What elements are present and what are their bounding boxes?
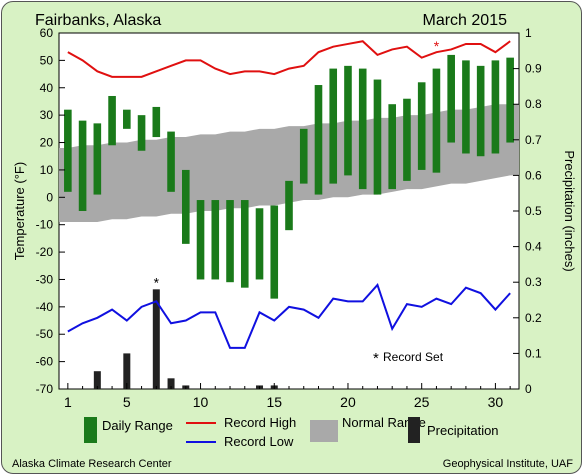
daily-range-bar [108, 95, 116, 146]
daily-range-bar [64, 109, 72, 192]
daily-range-bar [344, 65, 352, 176]
daily-range-bar [270, 205, 279, 299]
y-axis-label: Temperature (°F) [12, 162, 27, 260]
record-set-label: Record Set [383, 350, 444, 364]
record-set-marker: * [373, 350, 379, 367]
y-tick-label: 0 [46, 190, 53, 204]
legend-record-high-label: Record High [224, 415, 296, 430]
daily-range-bar [211, 200, 220, 280]
x-tick-label: 15 [266, 394, 282, 410]
legend-precip-swatch [408, 417, 420, 443]
y2-tick-label: 0.2 [525, 311, 542, 325]
daily-range-bar [181, 169, 190, 244]
daily-range-bar [123, 109, 131, 129]
daily-range-bar [255, 208, 264, 280]
y-tick-label: -10 [36, 218, 54, 232]
record-set-star: * [434, 38, 440, 54]
daily-range-bar [78, 120, 87, 211]
y-tick-label: 50 [40, 53, 54, 67]
daily-range-bar [403, 98, 411, 181]
x-tick-label: 1 [64, 394, 72, 410]
daily-range-bar [476, 65, 485, 157]
daily-range-bar [226, 200, 234, 283]
record-set-star: * [154, 274, 160, 290]
record-low-line [67, 282, 511, 349]
x-tick-label: 30 [488, 394, 504, 410]
daily-range-bar [358, 68, 367, 190]
y2-tick-label: 0.9 [525, 62, 542, 76]
y2-tick-label: 0.7 [525, 133, 542, 147]
chart-location-title: Fairbanks, Alaska [35, 12, 161, 29]
y-tick-label: -50 [36, 327, 54, 341]
y-tick-label: -30 [36, 272, 54, 286]
record-high-line [67, 40, 511, 78]
daily-range-bar [299, 128, 308, 184]
y2-tick-label: 0.4 [525, 240, 542, 254]
daily-range-bar [447, 54, 455, 143]
y2-axis-label: Precipitation (inches) [562, 150, 577, 271]
legend-record-low-label: Record Low [224, 434, 294, 449]
daily-range-bar [152, 106, 161, 138]
daily-range-bar [329, 68, 338, 184]
y-tick-label: -60 [36, 355, 54, 369]
footer-left-credit: Alaska Climate Research Center [12, 458, 172, 470]
chart-period-title: March 2015 [423, 12, 508, 29]
x-tick-label: 20 [340, 394, 356, 410]
y-tick-label: -20 [36, 245, 54, 259]
x-tick-label: 5 [123, 394, 131, 410]
y-tick-label: 60 [40, 26, 54, 40]
y2-tick-label: 1 [525, 26, 532, 40]
daily-range-bar [167, 131, 175, 192]
daily-range-bar [417, 82, 426, 170]
precipitation-bar [123, 353, 131, 389]
daily-range-bar [137, 115, 146, 151]
y2-tick-label: 0.1 [525, 346, 542, 360]
daily-range-bar [388, 104, 397, 190]
legend-normal-swatch [310, 420, 338, 442]
precipitation-bar [93, 371, 101, 389]
y-tick-label: -40 [36, 300, 54, 314]
daily-range-bar [240, 200, 249, 288]
footer-right-credit: Geophysical Institute, UAF [443, 458, 574, 470]
daily-range-layer [64, 54, 514, 299]
x-tick-label: 10 [193, 394, 209, 410]
y-tick-label: 10 [40, 163, 54, 177]
y-tick-label: -70 [36, 382, 54, 396]
daily-range-bar [506, 57, 514, 143]
daily-range-bar [462, 60, 470, 154]
legend-daily-label: Daily Range [102, 418, 173, 433]
x-tick-label: 25 [414, 394, 430, 410]
y2-tick-label: 0.3 [525, 275, 542, 289]
daily-range-bar [432, 68, 441, 173]
precipitation-bar [152, 289, 160, 389]
y2-tick-label: 0.8 [525, 97, 542, 111]
record-lines-layer: ** [67, 38, 511, 349]
daily-range-bar [196, 200, 205, 280]
daily-range-bar [373, 79, 382, 195]
y-tick-label: 20 [40, 136, 54, 150]
daily-range-bar [93, 123, 102, 195]
legend: Daily Range Record High Normal Range Pre… [84, 415, 499, 449]
y2-tick-label: 0 [525, 382, 532, 396]
legend-precip-label: Precipitation [427, 423, 499, 438]
daily-range-bar [285, 180, 293, 231]
daily-range-bar [314, 85, 323, 195]
y2-tick-label: 0.6 [525, 168, 542, 182]
y-tick-label: 40 [40, 81, 54, 95]
axes-layer: -70 -60 -50 -40 -30 -20 -10 0 10 20 30 40 50 60 0 0.1 0.… [36, 26, 542, 410]
legend-normal-label: Normal Range [342, 415, 426, 430]
precipitation-bar [167, 378, 175, 389]
daily-range-bar [491, 60, 500, 154]
y-tick-label: 30 [40, 108, 54, 122]
y2-tick-label: 0.5 [525, 204, 542, 218]
legend-daily-swatch [84, 417, 97, 443]
